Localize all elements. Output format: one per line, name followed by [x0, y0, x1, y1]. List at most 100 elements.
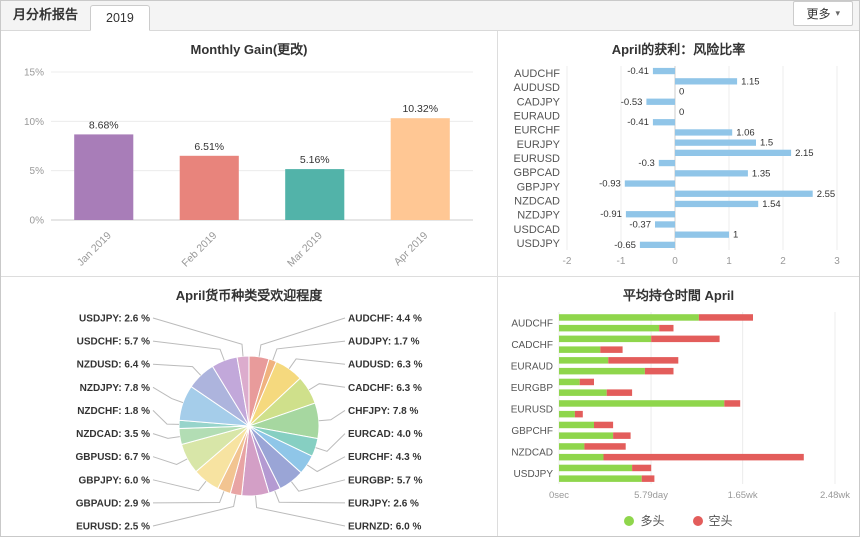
long-bar[interactable]: [558, 432, 613, 439]
short-bar[interactable]: [603, 453, 804, 461]
risk-ratio-chart: -2 -1 0 1 2 3 -0.41 1.15 0 -0.53 0 -0.41 1.06 1.5 2.15…: [513, 66, 840, 267]
popularity-pie-chart: AUDCHF: 4.4 % AUDJPY: 1.7 % AUDUSD: 6.3 % C…: [76, 314, 423, 533]
svg-text:Apr 2019: Apr 2019: [392, 230, 431, 269]
short-bar[interactable]: [650, 335, 720, 343]
long-bar[interactable]: [558, 346, 600, 353]
long-bar[interactable]: [558, 378, 580, 386]
svg-text:6.51%: 6.51%: [194, 141, 224, 153]
svg-text:2.55: 2.55: [816, 189, 835, 200]
svg-text:-0.37: -0.37: [629, 219, 651, 230]
risk-bar[interactable]: [652, 67, 675, 75]
short-bar[interactable]: [631, 464, 651, 472]
svg-text:-2: -2: [562, 256, 571, 267]
risk-bar[interactable]: [654, 221, 675, 228]
svg-text:CADCHF: 6.3 %: CADCHF: 6.3 %: [348, 383, 422, 394]
svg-text:AUDCHF: AUDCHF: [514, 68, 560, 80]
short-bar[interactable]: [658, 324, 673, 332]
svg-text:Feb 2019: Feb 2019: [180, 230, 220, 270]
long-bar[interactable]: [558, 367, 645, 375]
svg-text:EURCAD: 4.0 %: EURCAD: 4.0 %: [348, 429, 423, 440]
short-bar[interactable]: [698, 314, 753, 321]
long-bar[interactable]: [558, 475, 642, 482]
svg-text:USDJPY: USDJPY: [516, 238, 560, 250]
legend-long-label: 多头: [640, 514, 665, 528]
risk-bar[interactable]: [674, 149, 791, 156]
short-bar[interactable]: [593, 421, 613, 429]
svg-text:EURUSD: EURUSD: [513, 153, 560, 165]
svg-text:NZDJPY: 7.8 %: NZDJPY: 7.8 %: [80, 383, 150, 394]
risk-bar[interactable]: [674, 139, 756, 146]
risk-bar[interactable]: [674, 170, 748, 177]
long-bar[interactable]: [558, 357, 608, 364]
svg-text:CHFJPY: 7.8 %: CHFJPY: 7.8 %: [348, 406, 418, 417]
svg-text:8.68%: 8.68%: [89, 119, 119, 131]
long-bar[interactable]: [558, 421, 594, 429]
svg-text:EURGBP: EURGBP: [510, 383, 553, 394]
legend-short[interactable]: 空头: [692, 512, 733, 529]
svg-text:-1: -1: [616, 256, 625, 267]
svg-text:AUDCHF: 4.4 %: AUDCHF: 4.4 %: [348, 314, 422, 325]
risk-bar[interactable]: [674, 190, 813, 197]
risk-bar[interactable]: [674, 200, 758, 208]
risk-bar[interactable]: [645, 98, 675, 105]
panel-monthly-gain: Monthly Gain(更改) 0% 5% 10% 15% 8.68% Jan 2019…: [1, 31, 498, 277]
svg-text:EURJPY: 2.6 %: EURJPY: 2.6 %: [348, 498, 419, 509]
risk-ratio-title: April的获利：风险比率: [611, 42, 746, 57]
tab-2019[interactable]: 2019: [90, 5, 150, 31]
long-dot-icon: [624, 515, 635, 526]
svg-text:2.48wk: 2.48wk: [819, 490, 849, 501]
long-bar[interactable]: [558, 389, 607, 396]
risk-bar[interactable]: [674, 231, 729, 238]
short-bar[interactable]: [599, 346, 623, 353]
holding-time-chart: 0sec 5.79day 1.65wk 2.48wk AUDCHF CADCHF EURAU…: [510, 312, 850, 501]
short-bar[interactable]: [607, 357, 678, 364]
short-bar[interactable]: [579, 378, 594, 386]
long-bar[interactable]: [558, 464, 632, 472]
long-bar[interactable]: [558, 314, 699, 321]
risk-bar[interactable]: [652, 119, 675, 126]
svg-text:1.54: 1.54: [762, 199, 781, 210]
svg-text:USDCHF: 5.7 %: USDCHF: 5.7 %: [77, 337, 150, 348]
risk-bar[interactable]: [658, 159, 675, 167]
tab-monthly-report[interactable]: 月分析报告: [13, 7, 79, 22]
long-bar[interactable]: [558, 324, 659, 332]
svg-text:EURAUD: EURAUD: [510, 361, 552, 372]
long-bar[interactable]: [558, 443, 584, 450]
short-bar[interactable]: [612, 432, 631, 439]
gain-bar[interactable]: [390, 118, 450, 220]
legend-long[interactable]: 多头: [624, 512, 665, 529]
short-bar[interactable]: [644, 367, 673, 375]
svg-text:AUDCHF: AUDCHF: [511, 318, 553, 329]
long-bar[interactable]: [558, 453, 604, 461]
short-bar[interactable]: [723, 400, 740, 407]
svg-text:1.5: 1.5: [760, 138, 773, 149]
gain-bar[interactable]: [285, 169, 345, 220]
short-bar[interactable]: [574, 410, 583, 418]
gain-bar[interactable]: [179, 155, 239, 220]
svg-text:2.15: 2.15: [795, 148, 814, 159]
svg-text:5.79day: 5.79day: [634, 490, 668, 501]
risk-bar[interactable]: [625, 211, 675, 218]
svg-text:EURUSD: 2.5 %: EURUSD: 2.5 %: [76, 522, 150, 533]
more-button[interactable]: 更多 ▾: [793, 1, 853, 26]
svg-text:-0.65: -0.65: [614, 240, 636, 251]
svg-text:1.35: 1.35: [751, 168, 770, 179]
svg-text:10.32%: 10.32%: [402, 103, 438, 115]
long-bar[interactable]: [558, 400, 724, 407]
short-bar[interactable]: [641, 475, 654, 482]
holding-time-title: 平均持仓时間 April: [622, 288, 735, 303]
svg-text:GBPCAD: GBPCAD: [513, 167, 560, 179]
risk-bar[interactable]: [674, 129, 732, 136]
risk-bar[interactable]: [639, 241, 675, 248]
short-bar[interactable]: [606, 389, 632, 396]
long-bar[interactable]: [558, 410, 575, 418]
long-bar[interactable]: [558, 335, 651, 343]
short-bar[interactable]: [583, 443, 626, 450]
gain-bar[interactable]: [74, 134, 134, 220]
svg-text:3: 3: [834, 256, 840, 267]
svg-text:EURAUD: EURAUD: [513, 111, 560, 123]
more-button-label: 更多: [806, 7, 831, 21]
svg-text:AUDJPY: 1.7 %: AUDJPY: 1.7 %: [348, 337, 420, 348]
risk-bar[interactable]: [674, 78, 737, 85]
risk-bar[interactable]: [624, 180, 675, 187]
